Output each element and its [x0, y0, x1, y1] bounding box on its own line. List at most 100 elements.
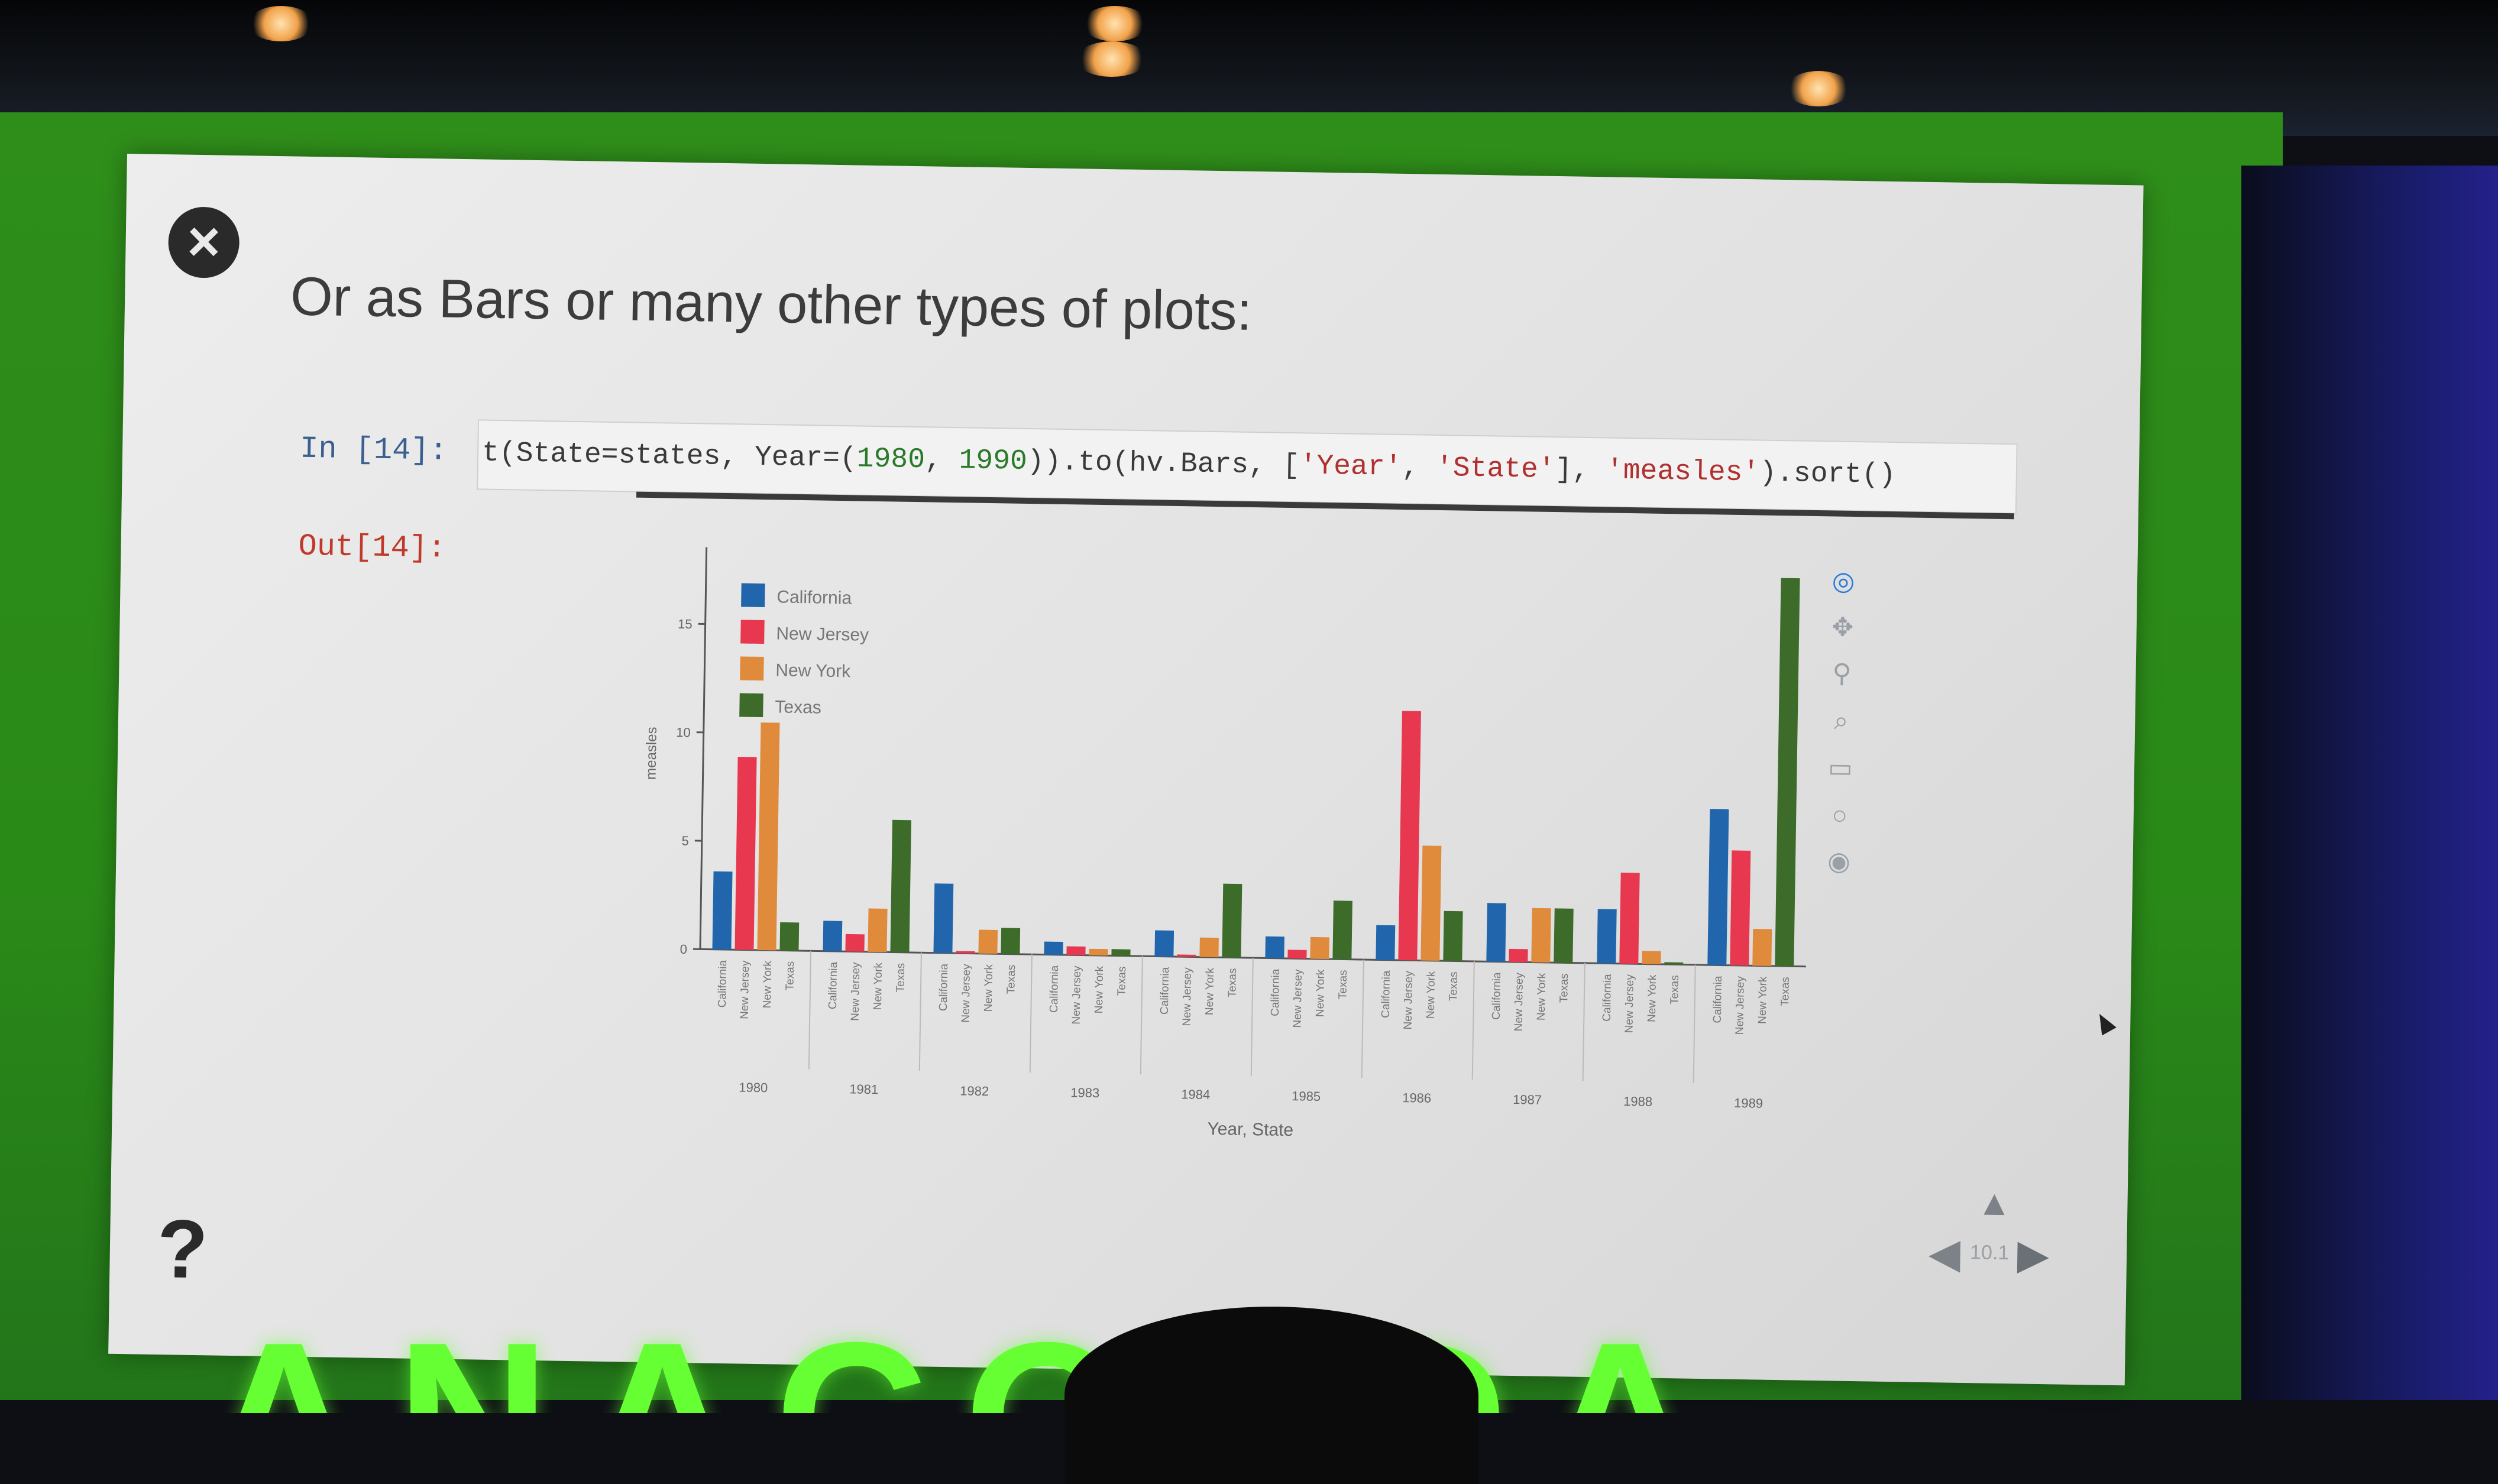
bar-new-york — [1752, 929, 1772, 966]
bar-new-york — [868, 909, 887, 952]
bar-new-jersey — [1398, 711, 1421, 960]
x-tick-label-year: 1982 — [960, 1083, 989, 1099]
x-tick-label-state: New York — [761, 961, 774, 1009]
x-tick-label-state: California — [1159, 967, 1172, 1015]
audience-head — [1064, 1307, 1478, 1484]
x-tick-label-state: New Jersey — [1512, 972, 1526, 1031]
ceiling-light — [1076, 41, 1147, 77]
x-tick-label-year: 1987 — [1513, 1092, 1542, 1107]
wheel-zoom-icon[interactable]: ⚲ — [1825, 657, 1859, 691]
bar-texas — [1775, 578, 1800, 967]
ceiling-light — [1082, 6, 1147, 41]
bar-california — [1597, 909, 1616, 964]
bar-new-jersey — [1619, 873, 1639, 964]
x-tick-label-state: Texas — [1779, 977, 1792, 1006]
save-icon[interactable]: ▭ — [1824, 751, 1858, 785]
x-tick-label-state: New York — [1535, 973, 1548, 1020]
stage-side-wall — [2241, 166, 2498, 1400]
x-tick-label-state: New Jersey — [1623, 974, 1636, 1033]
legend-label: Texas — [775, 697, 821, 717]
x-tick-label-state: California — [1711, 976, 1724, 1023]
x-tick-label-state: California — [1601, 974, 1614, 1022]
x-tick-label-year: 1980 — [739, 1080, 768, 1095]
bar-texas — [1554, 908, 1573, 963]
x-tick-label-state: New York — [1646, 974, 1659, 1022]
x-tick-label-state: Texas — [1447, 971, 1460, 1001]
x-tick-label-state: California — [1048, 965, 1061, 1013]
x-tick-label-year: 1989 — [1734, 1096, 1763, 1111]
legend-swatch — [741, 583, 765, 607]
y-tick-label: 10 — [676, 725, 691, 740]
code-cell[interactable]: t(State=states, Year=(1980, 1990)).to(hv… — [477, 419, 2018, 514]
x-tick-label-state: Texas — [1558, 973, 1571, 1003]
x-tick-label-state: California — [827, 961, 840, 1009]
help-icon[interactable]: ◉ — [1822, 845, 1856, 879]
box-zoom-icon[interactable]: ⌕ — [1824, 704, 1858, 738]
legend-swatch — [740, 620, 765, 644]
ceiling-light — [1786, 71, 1851, 106]
bar-new-york — [1089, 949, 1108, 956]
code-token: , — [1402, 452, 1436, 484]
ceiling-light — [248, 6, 313, 41]
output-prompt: Out[14]: — [298, 529, 446, 566]
code-token: , — [925, 444, 959, 477]
bar-texas — [1443, 911, 1462, 961]
bar-texas — [1222, 884, 1242, 958]
code-token: 'measles' — [1606, 455, 1760, 489]
code-token: 1980 — [856, 443, 925, 476]
x-tick-label-state: California — [1269, 968, 1282, 1016]
x-tick-label-state: New York — [1756, 976, 1769, 1024]
close-icon[interactable]: × — [168, 206, 240, 278]
bar-new-york — [1310, 937, 1329, 959]
legend-swatch — [739, 693, 763, 717]
plot-toolbar: ◎ ✥ ⚲ ⌕ ▭ ○ ◉ — [1822, 565, 1869, 896]
code-token: ], — [1555, 454, 1606, 487]
bar-california — [1707, 809, 1729, 965]
x-tick-label-state: New Jersey — [960, 964, 973, 1023]
help-icon[interactable]: ? — [157, 1201, 209, 1297]
bar-california — [1044, 942, 1063, 955]
bar-california — [1265, 937, 1284, 958]
bar-new-jersey — [1287, 950, 1306, 958]
x-tick-label-year: 1983 — [1070, 1085, 1099, 1100]
nav-up-icon[interactable]: ▲ — [1976, 1182, 2012, 1223]
pan-icon[interactable]: ✥ — [1826, 611, 1859, 644]
slide-title: Or as Bars or many other types of plots: — [290, 265, 1252, 343]
bar-california — [712, 871, 732, 950]
bar-new-jersey — [956, 951, 975, 954]
bar-new-york — [1199, 938, 1219, 957]
code-token: ).sort() — [1759, 457, 1896, 491]
nav-left-icon[interactable]: ◀ — [1928, 1229, 1961, 1278]
legend-label: California — [776, 587, 852, 608]
y-tick-label: 15 — [678, 617, 693, 631]
y-tick-label: 5 — [681, 834, 689, 848]
bar-texas — [779, 922, 799, 951]
bar-new-jersey — [1066, 946, 1085, 955]
reset-icon[interactable]: ○ — [1823, 799, 1856, 832]
code-line: t(State=states, Year=(1980, 1990)).to(hv… — [482, 437, 1896, 491]
bar-new-jersey — [1509, 949, 1528, 962]
x-tick-label-state: New York — [1314, 969, 1327, 1017]
y-axis-label: measles — [643, 727, 659, 780]
x-tick-label-state: Texas — [1115, 966, 1128, 996]
code-token: t(State=states, Year=( — [482, 437, 857, 475]
legend-label: New York — [775, 660, 851, 681]
slide-number: 10.1 — [1970, 1241, 2010, 1265]
code-token: )).to(hv.Bars, [ — [1027, 446, 1300, 482]
x-tick-label-state: New York — [1203, 967, 1216, 1015]
bar-texas — [1001, 928, 1020, 954]
group-separator — [1694, 965, 1695, 1083]
x-tick-label-state: California — [1380, 970, 1393, 1018]
code-token: 'State' — [1436, 452, 1555, 486]
bar-new-york — [757, 722, 779, 950]
x-tick-label-state: Texas — [894, 963, 907, 993]
bar-california — [1154, 930, 1174, 956]
bar-texas — [1664, 962, 1683, 964]
bokeh-logo-icon[interactable]: ◎ — [1827, 565, 1860, 598]
group-separator — [1583, 963, 1585, 1081]
nav-right-icon[interactable]: ▶ — [2017, 1230, 2050, 1279]
bar-new-york — [978, 929, 998, 954]
bar-new-jersey — [734, 757, 756, 950]
x-tick-label-state: Texas — [1337, 970, 1350, 999]
